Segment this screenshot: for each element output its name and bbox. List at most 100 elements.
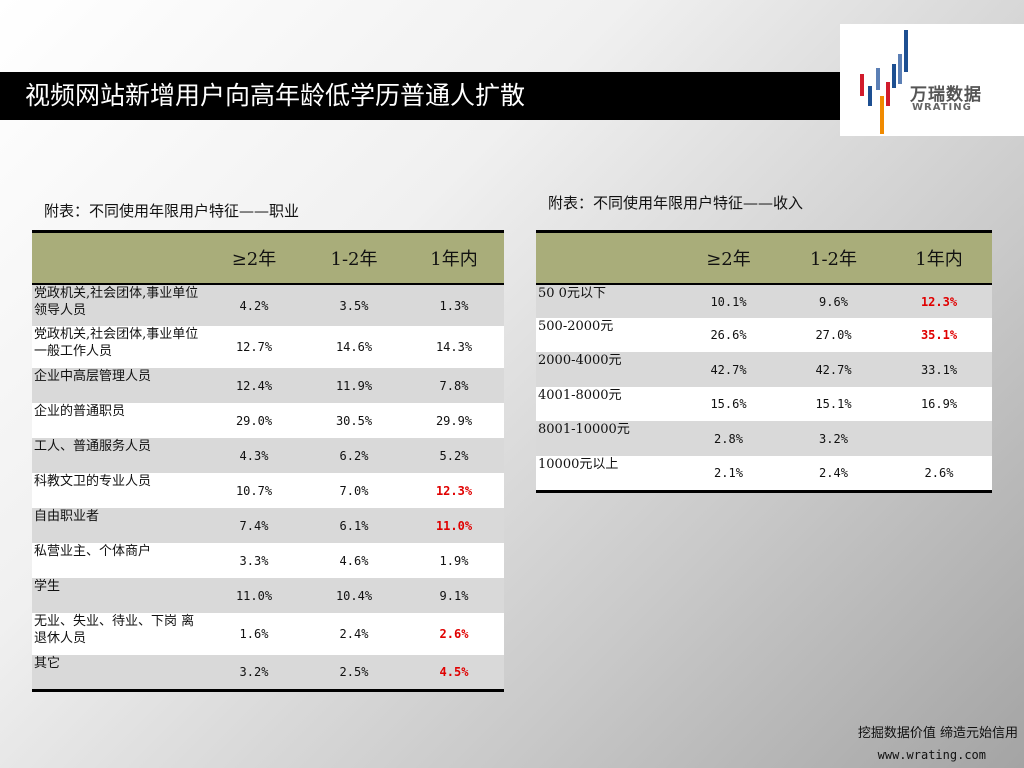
table-header-row: ≥2年 1-2年 1年内 [32,230,504,285]
logo-en-text: WRATING [912,102,972,113]
row-label: 党政机关,社会团体,事业单位领导人员 [32,284,204,326]
value-cell: 5.2% [404,438,504,473]
footer-url: www.wrating.com [877,748,986,762]
value-cell: 1.9% [404,543,504,578]
value-cell: 11.0% [204,578,304,613]
value-cell: 2.1% [676,456,781,493]
value-cell: 26.6% [676,318,781,352]
logo-cn-text: 万瑞数据 [910,85,982,105]
row-label: 自由职业者 [32,508,204,543]
table-row: 企业的普通职员 29.0% 30.5% 29.9% [32,403,504,438]
value-cell: 29.9% [404,403,504,438]
header-cell: 1年内 [886,230,992,285]
value-cell [886,421,992,456]
value-cell: 2.6% [886,456,992,493]
value-cell: 14.3% [404,326,504,368]
value-cell: 30.5% [304,403,404,438]
header-cell: ≥2年 [676,230,781,285]
row-label: 500-2000元 [536,318,676,352]
row-label: 私营业主、个体商户 [32,543,204,578]
table-row: 私营业主、个体商户 3.3% 4.6% 1.9% [32,543,504,578]
value-cell: 10.4% [304,578,404,613]
value-cell: 15.6% [676,387,781,421]
row-label: 50 0元以下 [536,284,676,318]
value-cell: 4.5% [404,655,504,692]
footer-slogan: 挖掘数据价值 缔造元始信用 [857,726,1018,741]
row-label: 工人、普通服务人员 [32,438,204,473]
value-cell: 2.4% [304,613,404,655]
header-cell: ≥2年 [204,230,304,285]
value-cell: 2.6% [404,613,504,655]
value-cell: 16.9% [886,387,992,421]
row-label: 企业的普通职员 [32,403,204,438]
header-cell: 1年内 [404,230,504,285]
table-row: 工人、普通服务人员 4.3% 6.2% 5.2% [32,438,504,473]
table-row: 50 0元以下 10.1% 9.6% 12.3% [536,284,992,318]
table-row: 自由职业者 7.4% 6.1% 11.0% [32,508,504,543]
value-cell: 6.2% [304,438,404,473]
row-label: 学生 [32,578,204,613]
value-cell: 6.1% [304,508,404,543]
income-table: ≥2年 1-2年 1年内 50 0元以下 10.1% 9.6% 12.3% 500-20… [536,230,992,493]
value-cell: 29.0% [204,403,304,438]
header-cell: 1-2年 [781,230,886,285]
value-cell: 12.3% [404,473,504,508]
row-label: 党政机关,社会团体,事业单位一般工作人员 [32,326,204,368]
table-row: 科教文卫的专业人员 10.7% 7.0% 12.3% [32,473,504,508]
table-row: 党政机关,社会团体,事业单位一般工作人员 12.7% 14.6% 14.3% [32,326,504,368]
value-cell: 3.2% [781,421,886,456]
value-cell: 1.6% [204,613,304,655]
value-cell: 2.8% [676,421,781,456]
row-label: 4001-8000元 [536,387,676,421]
value-cell: 9.1% [404,578,504,613]
table-row: 企业中高层管理人员 12.4% 11.9% 7.8% [32,368,504,403]
row-label: 企业中高层管理人员 [32,368,204,403]
header-cell [32,230,204,285]
value-cell: 33.1% [886,352,992,387]
occupation-table-caption: 附表：不同使用年限用户特征——职业 [44,202,300,220]
row-label: 无业、失业、待业、下岗 离退休人员 [32,613,204,655]
value-cell: 35.1% [886,318,992,352]
value-cell: 42.7% [676,352,781,387]
value-cell: 12.3% [886,284,992,318]
value-cell: 1.3% [404,284,504,326]
row-label: 10000元以上 [536,456,676,493]
value-cell: 12.7% [204,326,304,368]
value-cell: 15.1% [781,387,886,421]
value-cell: 10.7% [204,473,304,508]
header-cell [536,230,676,285]
table-row: 500-2000元 26.6% 27.0% 35.1% [536,318,992,352]
company-logo: 万瑞数据 WRATING [840,24,1024,136]
income-table-caption: 附表：不同使用年限用户特征——收入 [548,194,804,212]
table-row: 4001-8000元 15.6% 15.1% 16.9% [536,387,992,421]
table-row: 无业、失业、待业、下岗 离退休人员 1.6% 2.4% 2.6% [32,613,504,655]
page-title: 视频网站新增用户向高年龄低学历普通人扩散 [0,72,840,120]
value-cell: 7.8% [404,368,504,403]
value-cell: 10.1% [676,284,781,318]
value-cell: 11.9% [304,368,404,403]
value-cell: 27.0% [781,318,886,352]
value-cell: 11.0% [404,508,504,543]
row-label: 其它 [32,655,204,692]
value-cell: 12.4% [204,368,304,403]
value-cell: 3.2% [204,655,304,692]
value-cell: 4.6% [304,543,404,578]
value-cell: 9.6% [781,284,886,318]
row-label: 2000-4000元 [536,352,676,387]
logo-bars-icon [860,30,908,134]
table-row: 10000元以上 2.1% 2.4% 2.6% [536,456,992,493]
value-cell: 4.3% [204,438,304,473]
table-header-row: ≥2年 1-2年 1年内 [536,230,992,285]
header-cell: 1-2年 [304,230,404,285]
table-row: 8001-10000元 2.8% 3.2% [536,421,992,456]
value-cell: 7.4% [204,508,304,543]
value-cell: 7.0% [304,473,404,508]
row-label: 8001-10000元 [536,421,676,456]
value-cell: 42.7% [781,352,886,387]
value-cell: 2.4% [781,456,886,493]
value-cell: 3.3% [204,543,304,578]
occupation-table: ≥2年 1-2年 1年内 党政机关,社会团体,事业单位领导人员 4.2% 3.5% 1… [32,230,504,692]
table-row: 其它 3.2% 2.5% 4.5% [32,655,504,692]
table-row: 学生 11.0% 10.4% 9.1% [32,578,504,613]
value-cell: 14.6% [304,326,404,368]
